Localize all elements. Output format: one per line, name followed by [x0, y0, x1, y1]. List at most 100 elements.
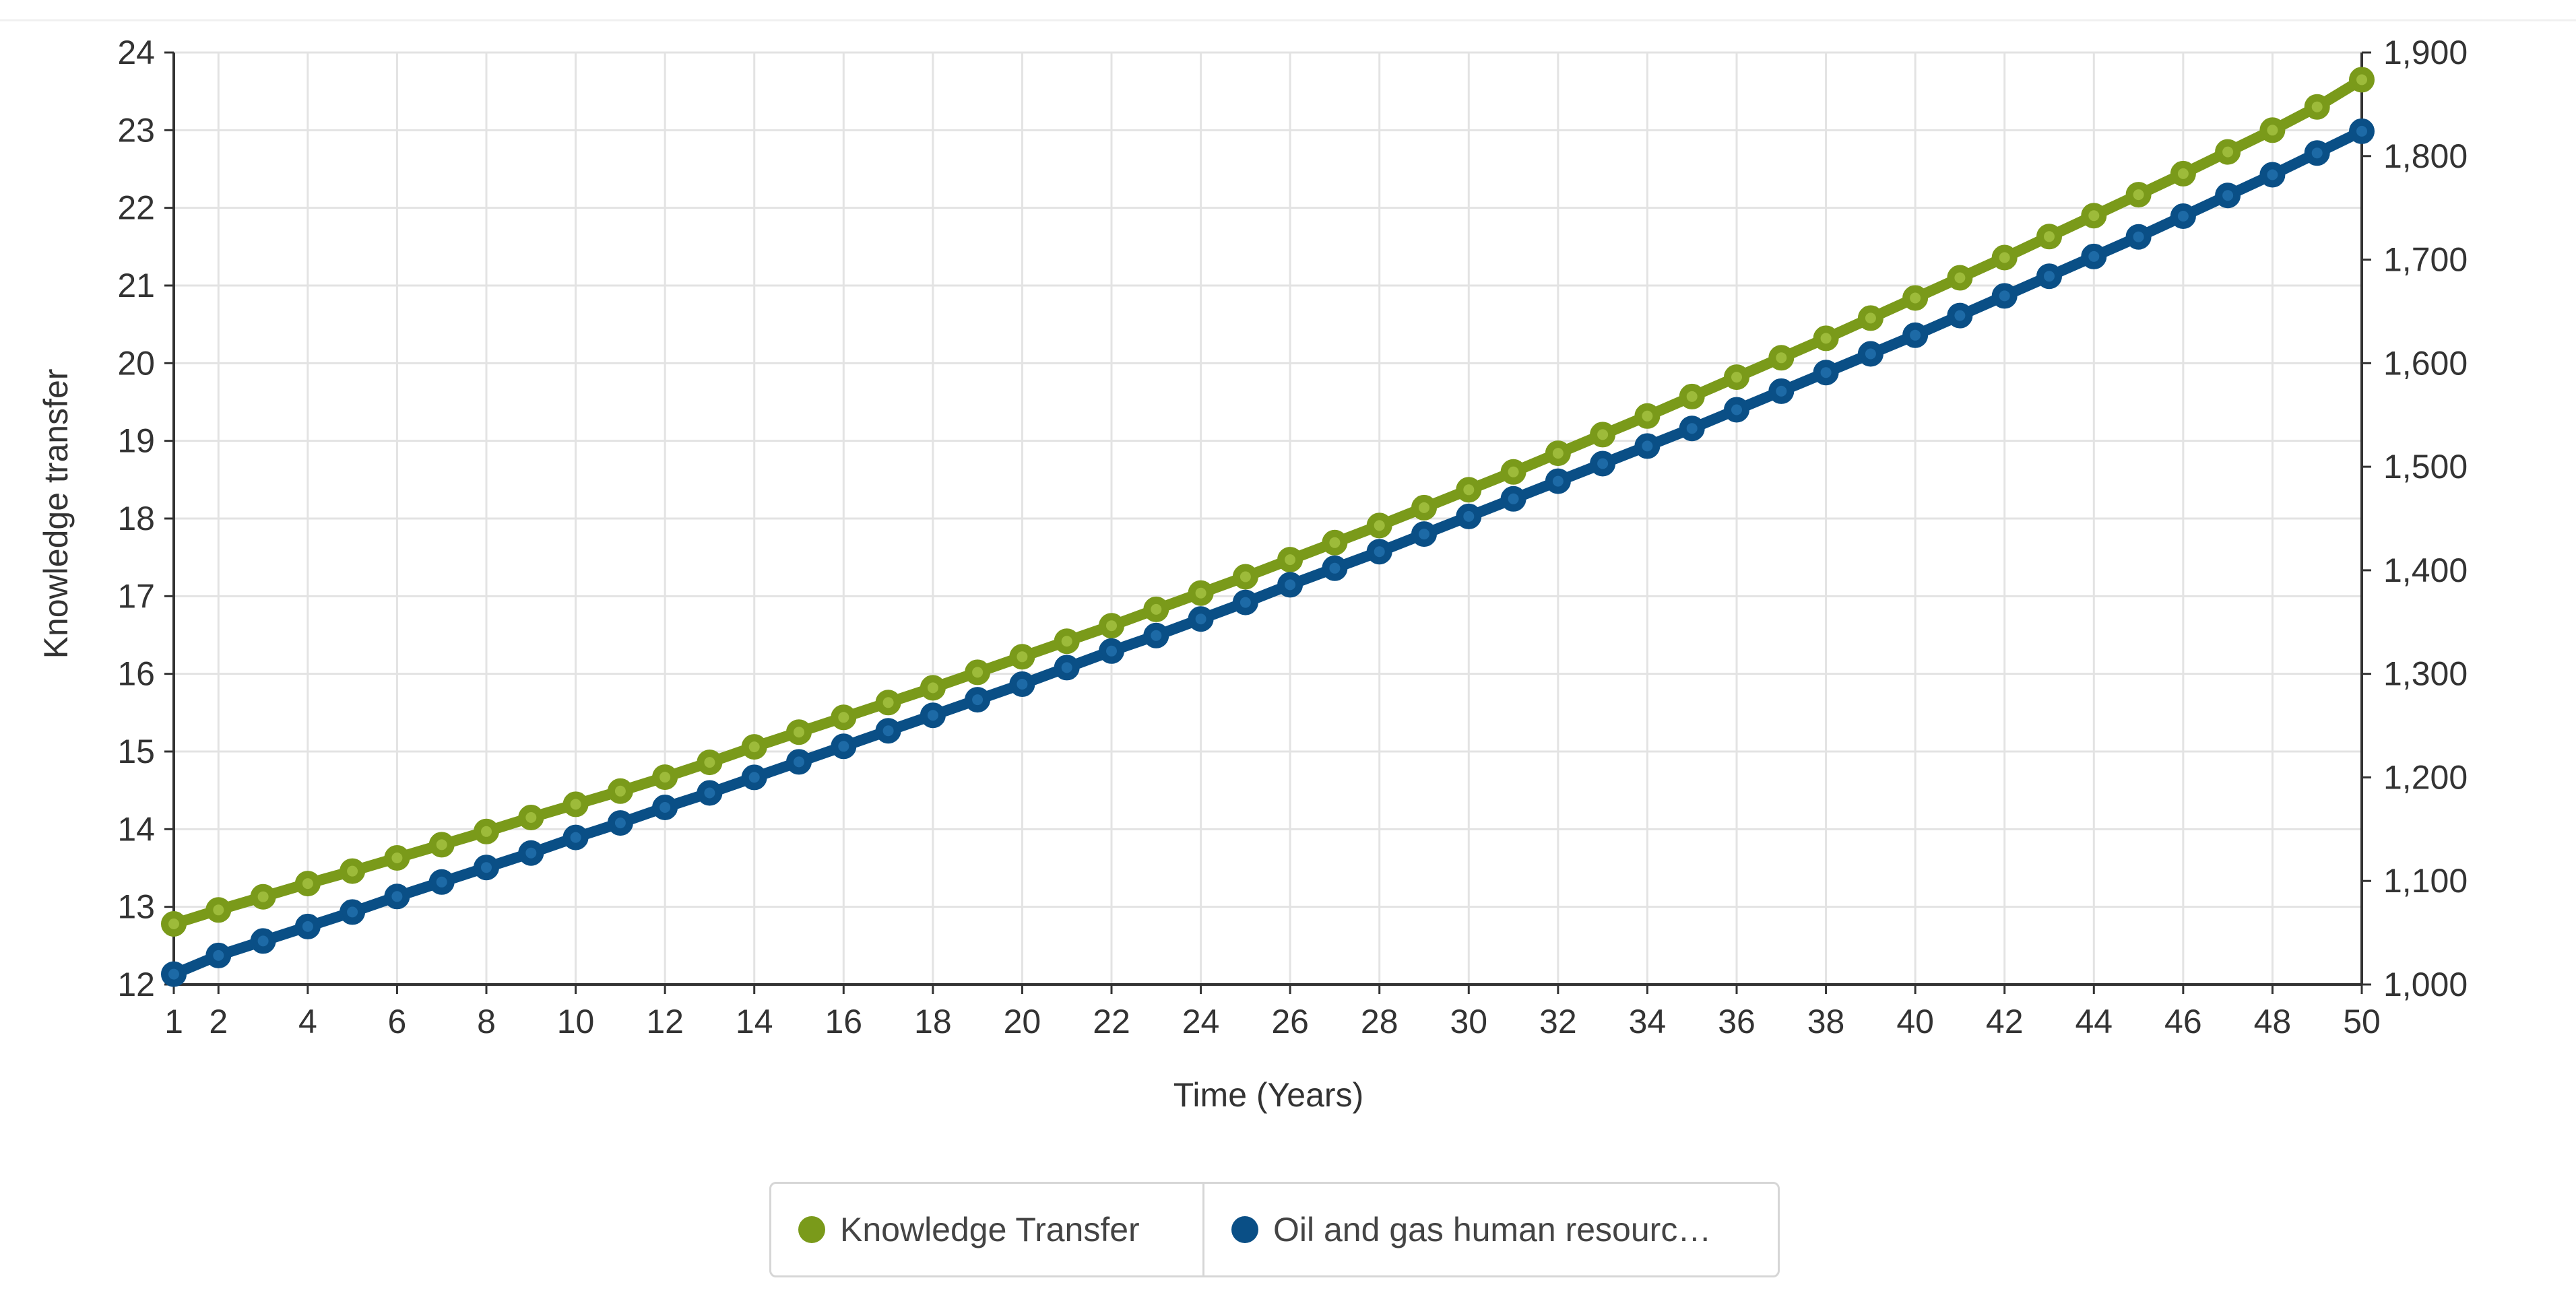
y-left-tick-label: 13: [117, 888, 155, 926]
y-left-tick-label: 16: [117, 655, 155, 693]
x-tick-label: 26: [1271, 1003, 1309, 1040]
data-point-highlight-knowledge-transfer: [436, 839, 447, 850]
x-tick-label: 16: [825, 1003, 862, 1040]
y-right-tick-label: 1,200: [2383, 758, 2468, 796]
data-point-highlight-knowledge-transfer: [2356, 74, 2367, 86]
data-point-highlight-oil-gas-human-resources: [2222, 190, 2234, 201]
y-left-tick-label: 21: [117, 267, 155, 304]
series-knowledge-transfer: [161, 67, 2375, 937]
data-point-highlight-knowledge-transfer: [347, 865, 358, 877]
data-point-highlight-knowledge-transfer: [570, 799, 581, 810]
x-tick-label: 18: [914, 1003, 952, 1040]
plot-series: [161, 67, 2375, 987]
data-point-highlight-oil-gas-human-resources: [704, 787, 715, 799]
data-point-highlight-oil-gas-human-resources: [302, 921, 313, 932]
data-point-highlight-knowledge-transfer: [1999, 252, 2010, 263]
tick-labels: 1 2 4 6 8 10 12 14 16 18 20 22 24 26 28 30 32 34 36 38 40 42 4…: [117, 34, 2468, 1040]
data-point-highlight-oil-gas-human-resources: [570, 832, 581, 843]
y-left-tick-label: 14: [117, 810, 155, 848]
data-point-highlight-knowledge-transfer: [659, 772, 671, 783]
data-point-highlight-oil-gas-human-resources: [481, 862, 492, 873]
y-left-tick-label: 17: [117, 577, 155, 615]
data-point-highlight-knowledge-transfer: [794, 727, 804, 738]
data-point-highlight-knowledge-transfer: [257, 891, 269, 902]
data-point-highlight-oil-gas-human-resources: [748, 772, 760, 783]
data-point-highlight-knowledge-transfer: [1061, 636, 1072, 647]
legend-swatch-knowledge-transfer: [798, 1216, 825, 1243]
data-point-highlight-oil-gas-human-resources: [659, 802, 671, 813]
data-point-highlight-oil-gas-human-resources: [1374, 546, 1385, 558]
data-point-highlight-knowledge-transfer: [1151, 603, 1162, 615]
x-tick-label: 12: [646, 1003, 684, 1040]
x-axis-title: Time (Years): [1173, 1076, 1363, 1114]
data-point-highlight-oil-gas-human-resources: [1776, 385, 1787, 397]
x-tick-label: 36: [1718, 1003, 1756, 1040]
data-point-highlight-knowledge-transfer: [1195, 587, 1206, 599]
y-axis-title-left: Knowledge transfer: [37, 369, 75, 659]
y-left-tick-label: 20: [117, 344, 155, 382]
data-point-highlight-knowledge-transfer: [838, 712, 849, 723]
x-tick-label: 22: [1093, 1003, 1130, 1040]
data-point-highlight-knowledge-transfer: [1374, 520, 1385, 531]
x-tick-label: 8: [477, 1003, 496, 1040]
x-tick-label: 34: [1629, 1003, 1667, 1040]
legend-label-knowledge-transfer: Knowledge Transfer: [840, 1211, 1140, 1248]
data-point-highlight-knowledge-transfer: [1017, 651, 1028, 663]
data-point-highlight-knowledge-transfer: [882, 697, 894, 708]
data-point-highlight-oil-gas-human-resources: [1419, 529, 1429, 540]
data-point-highlight-knowledge-transfer: [1910, 292, 1921, 304]
data-point-highlight-oil-gas-human-resources: [1865, 348, 1876, 360]
y-left-tick-label: 24: [117, 34, 155, 71]
data-point-highlight-knowledge-transfer: [1463, 484, 1475, 496]
data-point-highlight-oil-gas-human-resources: [1820, 367, 1832, 378]
legend-item-oil-gas-human-resources[interactable]: Oil and gas human resourc…: [1202, 1184, 1738, 1275]
data-point-highlight-oil-gas-human-resources: [972, 694, 984, 706]
data-point-highlight-knowledge-transfer: [1329, 537, 1341, 548]
legend: Knowledge Transfer Oil and gas human res…: [769, 1182, 1780, 1277]
x-tick-label: 20: [1004, 1003, 1041, 1040]
x-tick-label: 24: [1182, 1003, 1220, 1040]
data-point-highlight-oil-gas-human-resources: [347, 906, 358, 918]
data-point-highlight-oil-gas-human-resources: [1597, 458, 1609, 469]
data-point-highlight-oil-gas-human-resources: [2267, 169, 2278, 180]
data-point-highlight-knowledge-transfer: [614, 785, 626, 797]
legend-item-knowledge-transfer[interactable]: Knowledge Transfer: [771, 1184, 1202, 1275]
x-tick-label: 30: [1450, 1003, 1487, 1040]
data-point-highlight-oil-gas-human-resources: [257, 935, 269, 947]
data-point-highlight-knowledge-transfer: [2044, 231, 2055, 242]
data-point-highlight-knowledge-transfer: [1731, 372, 1742, 383]
y-right-tick-label: 1,600: [2383, 344, 2468, 382]
x-tick-label: 28: [1361, 1003, 1398, 1040]
legend-label-oil-gas-human-resources: Oil and gas human resourc…: [1273, 1211, 1712, 1248]
y-right-tick-label: 1,800: [2383, 137, 2468, 175]
data-point-highlight-oil-gas-human-resources: [1151, 630, 1162, 641]
y-left-tick-label: 23: [117, 111, 155, 149]
series-line-knowledge-transfer: [168, 74, 2367, 929]
y-left-tick-label: 18: [117, 500, 155, 537]
legend-swatch-oil-gas-human-resources: [1231, 1216, 1258, 1243]
axes: [164, 51, 2371, 994]
data-point-highlight-oil-gas-human-resources: [2311, 147, 2323, 159]
chart: 1 2 4 6 8 10 12 14 16 18 20 22 24 26 28 30 32 34 36 38 40 42 4…: [0, 19, 2576, 1114]
data-point-highlight-knowledge-transfer: [213, 904, 224, 916]
y-left-tick-label: 15: [117, 733, 155, 770]
data-point-highlight-oil-gas-human-resources: [1239, 597, 1251, 608]
data-point-highlight-knowledge-transfer: [1552, 448, 1564, 459]
y-left-tick-label: 22: [117, 189, 155, 227]
x-tick-label: 46: [2164, 1003, 2202, 1040]
data-point-highlight-oil-gas-human-resources: [1552, 475, 1564, 487]
y-left-tick-label: 12: [117, 966, 155, 1003]
data-point-highlight-oil-gas-human-resources: [1910, 329, 1921, 341]
x-tick-label: 10: [557, 1003, 595, 1040]
y-gridlines: [174, 51, 2362, 986]
data-point-highlight-knowledge-transfer: [2311, 101, 2323, 112]
data-point-highlight-oil-gas-human-resources: [2088, 251, 2100, 262]
data-point-highlight-oil-gas-human-resources: [794, 756, 804, 768]
data-point-highlight-oil-gas-human-resources: [1731, 404, 1742, 415]
x-tick-label: 38: [1807, 1003, 1845, 1040]
y-left-tick-label: 19: [117, 422, 155, 460]
series-oil-gas-human-resources: [161, 118, 2375, 987]
data-point-highlight-oil-gas-human-resources: [1195, 613, 1206, 625]
x-tick-label: 4: [298, 1003, 317, 1040]
data-point-highlight-knowledge-transfer: [2133, 189, 2144, 201]
